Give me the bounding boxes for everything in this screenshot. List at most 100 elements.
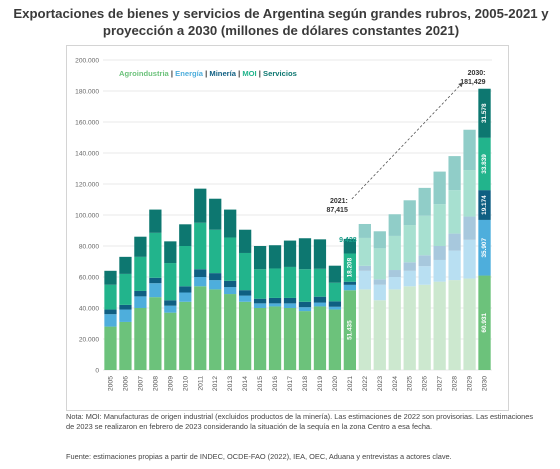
x-tick-label: 2027 (437, 376, 444, 391)
bar-moi-2015 (253, 269, 267, 299)
bar-agro-2014 (239, 301, 252, 370)
bar-servicios-2019 (313, 239, 327, 269)
bar-energia-2010 (179, 292, 192, 302)
x-axis-ticks: 2005 2006 2007 2008 2009 2010 2011 2012 2013 2014… (107, 376, 488, 391)
bar-servicios-2009 (164, 241, 177, 264)
x-tick-label: 2023 (377, 376, 384, 391)
bar-mineria-2022 (358, 265, 371, 271)
bar-energia-2023 (373, 284, 386, 301)
legend-separator: | (203, 69, 209, 78)
x-tick-label: 2022 (362, 376, 369, 391)
bar-mineria-2023 (373, 279, 386, 285)
x-tick-label: 2021 (347, 376, 354, 391)
bar-moi-2007 (134, 256, 147, 291)
x-tick-label: 2019 (317, 376, 324, 391)
bar-moi-2020 (328, 282, 342, 302)
bar-mineria-2028 (448, 233, 461, 251)
bar-servicios-2020 (328, 265, 342, 283)
bar-highlight-agro-2030 (478, 275, 491, 370)
bar-moi-2028 (448, 190, 461, 234)
y-tick-label: 20.000 (79, 337, 100, 344)
bar-mineria-2005 (104, 309, 117, 315)
bar-moi-2013 (224, 237, 237, 281)
bar-agro-2024 (388, 289, 401, 370)
bar-moi-2009 (164, 263, 177, 301)
bar-servicios-2024 (388, 214, 401, 236)
bar-servicios-2013 (224, 209, 237, 238)
x-tick-label: 2013 (227, 376, 234, 391)
bar-servicios-2016 (268, 245, 282, 269)
x-tick-label: 2008 (152, 376, 159, 391)
bar-agro-2020 (328, 309, 342, 370)
bar-mineria-2010 (179, 286, 192, 293)
bar-mineria-2018 (298, 301, 312, 308)
bar-agro-2009 (164, 312, 177, 370)
bar-highlight-moi-2030 (478, 137, 491, 191)
x-tick-label: 2009 (167, 376, 174, 391)
x-tick-label: 2030 (482, 376, 489, 391)
y-tick-label: 60.000 (79, 275, 100, 282)
bar-moi-2016 (268, 268, 282, 298)
bar-agro-2011 (194, 286, 207, 370)
bar-energia-2009 (164, 305, 177, 313)
bar-mineria-2006 (119, 304, 132, 310)
bar-mineria-2014 (239, 290, 252, 296)
bar-moi-2026 (418, 215, 431, 256)
bar-moi-2027 (433, 204, 446, 246)
bar-moi-2005 (104, 284, 117, 310)
bar-energia-2022 (358, 270, 371, 290)
bar-moi-2019 (313, 268, 327, 297)
bar-servicios-2015 (253, 246, 267, 270)
bar-energia-2020 (328, 306, 342, 310)
bar-mineria-2025 (403, 262, 416, 271)
legend-item-moi: MOI (242, 69, 256, 78)
bar-energia-2007 (134, 296, 147, 309)
x-tick-label: 2024 (392, 376, 399, 391)
bar-energia-2016 (268, 303, 282, 307)
bar-mineria-2020 (328, 301, 342, 307)
bar-mineria-2026 (418, 255, 431, 267)
bar-highlight-mineria-2030 (478, 190, 491, 220)
bar-moi-2008 (149, 232, 162, 278)
x-tick-label: 2016 (272, 376, 279, 391)
bar-moi-2018 (298, 269, 312, 302)
x-tick-label: 2007 (137, 376, 144, 391)
bar-mineria-2016 (268, 297, 282, 304)
bar-agro-2007 (134, 308, 147, 370)
x-tick-label: 2011 (197, 376, 204, 391)
x-tick-label: 2012 (212, 376, 219, 391)
bar-mineria-2013 (224, 280, 237, 288)
chart-container: 0 20.000 40.000 60.000 80.000 100.000 120.000 1… (66, 45, 509, 411)
bar-energia-2006 (119, 309, 132, 322)
x-tick-label: 2010 (182, 376, 189, 391)
bar-moi-2025 (403, 225, 416, 263)
stacked-bar-chart: 0 20.000 40.000 60.000 80.000 100.000 120.000 1… (75, 58, 492, 391)
bar-energia-2018 (298, 307, 312, 312)
legend-separator: | (169, 69, 175, 78)
bar-moi-2024 (388, 235, 401, 271)
bar-agro-2010 (179, 301, 192, 370)
bar-agro-2021 (343, 290, 356, 370)
bar-servicios-2017 (283, 240, 297, 267)
legend-item-servicios: Servicios (263, 69, 297, 78)
bar-servicios-2006 (119, 256, 132, 274)
y-tick-label: 200.000 (75, 58, 99, 65)
y-tick-label: 100.000 (75, 213, 99, 220)
value-label-2030-agro: 60.931 (481, 313, 488, 333)
bar-servicios-2025 (403, 200, 416, 226)
annotation-2030-label: 2030: (468, 70, 486, 77)
bar-moi-2014 (239, 252, 252, 291)
y-tick-label: 160.000 (75, 120, 99, 127)
value-label-2021-agro: 51.435 (347, 320, 354, 340)
bar-energia-2025 (403, 270, 416, 287)
y-tick-label: 80.000 (79, 244, 100, 251)
bar-servicios-2007 (134, 236, 147, 257)
bar-moi-2029 (463, 170, 476, 217)
bar-moi-2021 (343, 253, 356, 282)
bar-energia-2019 (313, 302, 327, 307)
bar-energia-2027 (433, 259, 446, 282)
bar-agro-2019 (313, 306, 327, 370)
y-tick-label: 140.000 (75, 151, 99, 158)
bar-mineria-2017 (283, 297, 297, 304)
x-tick-label: 2020 (332, 376, 339, 391)
